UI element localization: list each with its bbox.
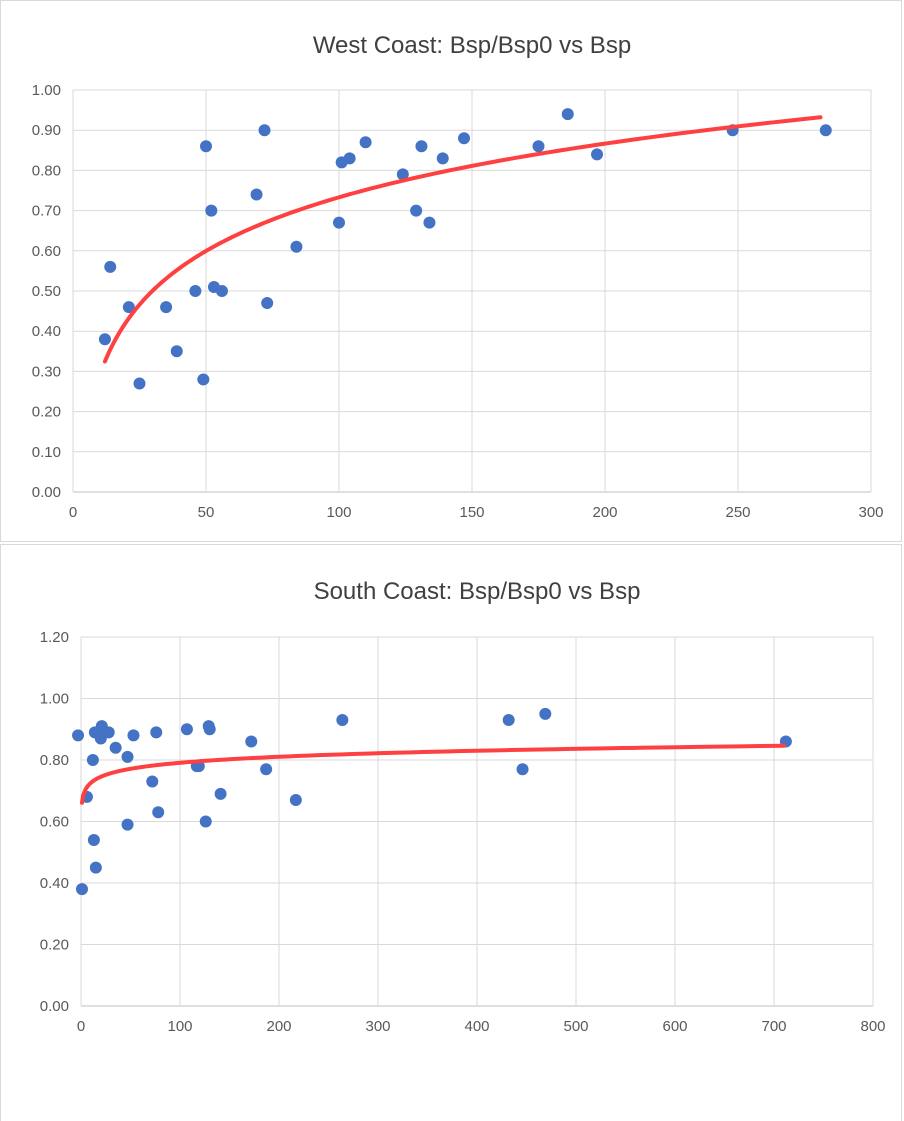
west-data-point xyxy=(215,285,228,297)
west-data-point xyxy=(261,297,274,310)
south-data-point xyxy=(86,754,99,766)
west-x-tick-label: 150 xyxy=(459,504,484,521)
west-y-tick-label: 0.00 xyxy=(32,484,61,501)
west-data-point xyxy=(197,373,210,386)
south-data-point xyxy=(203,723,216,736)
west-data-point xyxy=(458,132,471,145)
south-y-tick-label: 0.20 xyxy=(40,937,69,954)
west-x-tick-label: 300 xyxy=(858,504,883,521)
west-data-point xyxy=(160,301,173,314)
south-chart-title: South Coast: Bsp/Bsp0 vs Bsp xyxy=(314,578,641,605)
west-x-tick-label: 250 xyxy=(725,504,750,521)
west-data-point xyxy=(290,240,303,253)
south-data-point xyxy=(539,707,552,720)
west-data-point xyxy=(532,140,545,153)
west-data-point xyxy=(170,345,183,358)
west-data-point xyxy=(410,204,423,217)
west-y-tick-label: 0.10 xyxy=(32,444,61,461)
west-data-point xyxy=(591,148,604,161)
west-y-tick-label: 0.80 xyxy=(32,162,61,179)
west-y-tick-label: 0.90 xyxy=(32,122,61,139)
west-y-tick-label: 0.60 xyxy=(32,243,61,260)
south-data-point xyxy=(75,883,88,896)
west-y-tick-label: 0.20 xyxy=(32,404,61,421)
south-trendline xyxy=(79,743,786,805)
south-y-tick-label: 0.80 xyxy=(40,752,69,769)
south-data-point xyxy=(336,714,349,727)
south-x-tick-label: 100 xyxy=(167,1018,192,1035)
south-x-tick-label: 700 xyxy=(761,1018,786,1035)
south-data-point xyxy=(152,806,165,819)
west-data-point xyxy=(396,168,409,181)
west-data-point xyxy=(104,260,117,273)
west-data-point xyxy=(333,216,345,229)
west-data-point xyxy=(423,216,436,229)
south-data-point xyxy=(87,833,100,846)
south-data-point xyxy=(199,815,212,828)
south-data-point xyxy=(214,787,227,800)
south-coast-chart-svg: South Coast: Bsp/Bsp0 vs Bsp 0.00 0.20 0.40… xyxy=(40,578,886,1035)
west-trendline xyxy=(102,115,823,364)
west-data-point xyxy=(189,285,202,297)
south-y-tick-label: 0.00 xyxy=(40,998,69,1015)
west-data-point xyxy=(205,204,218,217)
west-y-tick-label: 0.40 xyxy=(32,323,61,340)
south-data-point xyxy=(121,818,134,831)
south-x-tick-label: 500 xyxy=(563,1018,588,1035)
west-x-tick-label: 200 xyxy=(592,504,617,521)
west-y-tick-label: 0.70 xyxy=(32,203,61,220)
south-coast-chart: South Coast: Bsp/Bsp0 vs Bsp 0.00 0.20 0.40… xyxy=(0,544,902,1121)
south-x-tick-label: 200 xyxy=(266,1018,291,1035)
west-data-point xyxy=(561,108,574,121)
south-x-tick-label: 800 xyxy=(860,1018,885,1035)
south-data-point xyxy=(89,861,102,874)
west-chart-title: West Coast: Bsp/Bsp0 vs Bsp xyxy=(313,32,631,59)
south-x-tick-label: 400 xyxy=(464,1018,489,1035)
south-data-point xyxy=(127,729,140,742)
west-data-point xyxy=(359,136,372,149)
south-x-tick-label: 0 xyxy=(77,1018,85,1035)
west-data-point xyxy=(258,124,271,137)
south-data-point xyxy=(502,714,515,727)
south-y-tick-label: 0.60 xyxy=(40,814,69,831)
west-data-point xyxy=(122,301,135,314)
west-y-tick-label: 0.30 xyxy=(32,363,61,380)
west-data-point xyxy=(819,124,832,137)
south-data-point xyxy=(102,726,115,739)
west-x-tick-label: 0 xyxy=(69,504,77,521)
west-coast-chart: West Coast: Bsp/Bsp0 vs Bsp 0.00 0.10 0.20 0… xyxy=(0,0,902,542)
west-data-point xyxy=(436,152,449,165)
south-data-point xyxy=(109,741,122,754)
south-x-tick-label: 300 xyxy=(365,1018,390,1035)
south-y-tick-label: 0.40 xyxy=(40,875,69,892)
south-data-point xyxy=(260,763,273,776)
south-data-point xyxy=(121,750,134,763)
south-data-point xyxy=(516,763,529,776)
south-x-tick-label: 600 xyxy=(662,1018,687,1035)
west-x-tick-label: 50 xyxy=(198,504,215,521)
west-data-point xyxy=(415,140,428,153)
west-data-point xyxy=(133,377,146,390)
west-data-point xyxy=(98,333,111,346)
south-data-point xyxy=(146,775,159,788)
south-y-tick-label: 1.20 xyxy=(40,629,69,646)
south-y-tick-label: 1.00 xyxy=(40,691,69,708)
south-data-point xyxy=(289,793,302,806)
south-data-point xyxy=(150,726,163,739)
west-y-tick-label: 1.00 xyxy=(32,82,61,99)
south-data-point xyxy=(180,723,193,736)
west-data-point xyxy=(200,140,212,153)
west-x-tick-label: 100 xyxy=(326,504,351,521)
south-data-point xyxy=(72,729,85,742)
south-data-point xyxy=(245,735,258,748)
west-y-tick-label: 0.50 xyxy=(32,283,61,300)
west-data-point xyxy=(343,152,356,165)
west-coast-chart-svg: West Coast: Bsp/Bsp0 vs Bsp 0.00 0.10 0.20 0… xyxy=(32,32,884,521)
west-data-point xyxy=(250,188,263,201)
